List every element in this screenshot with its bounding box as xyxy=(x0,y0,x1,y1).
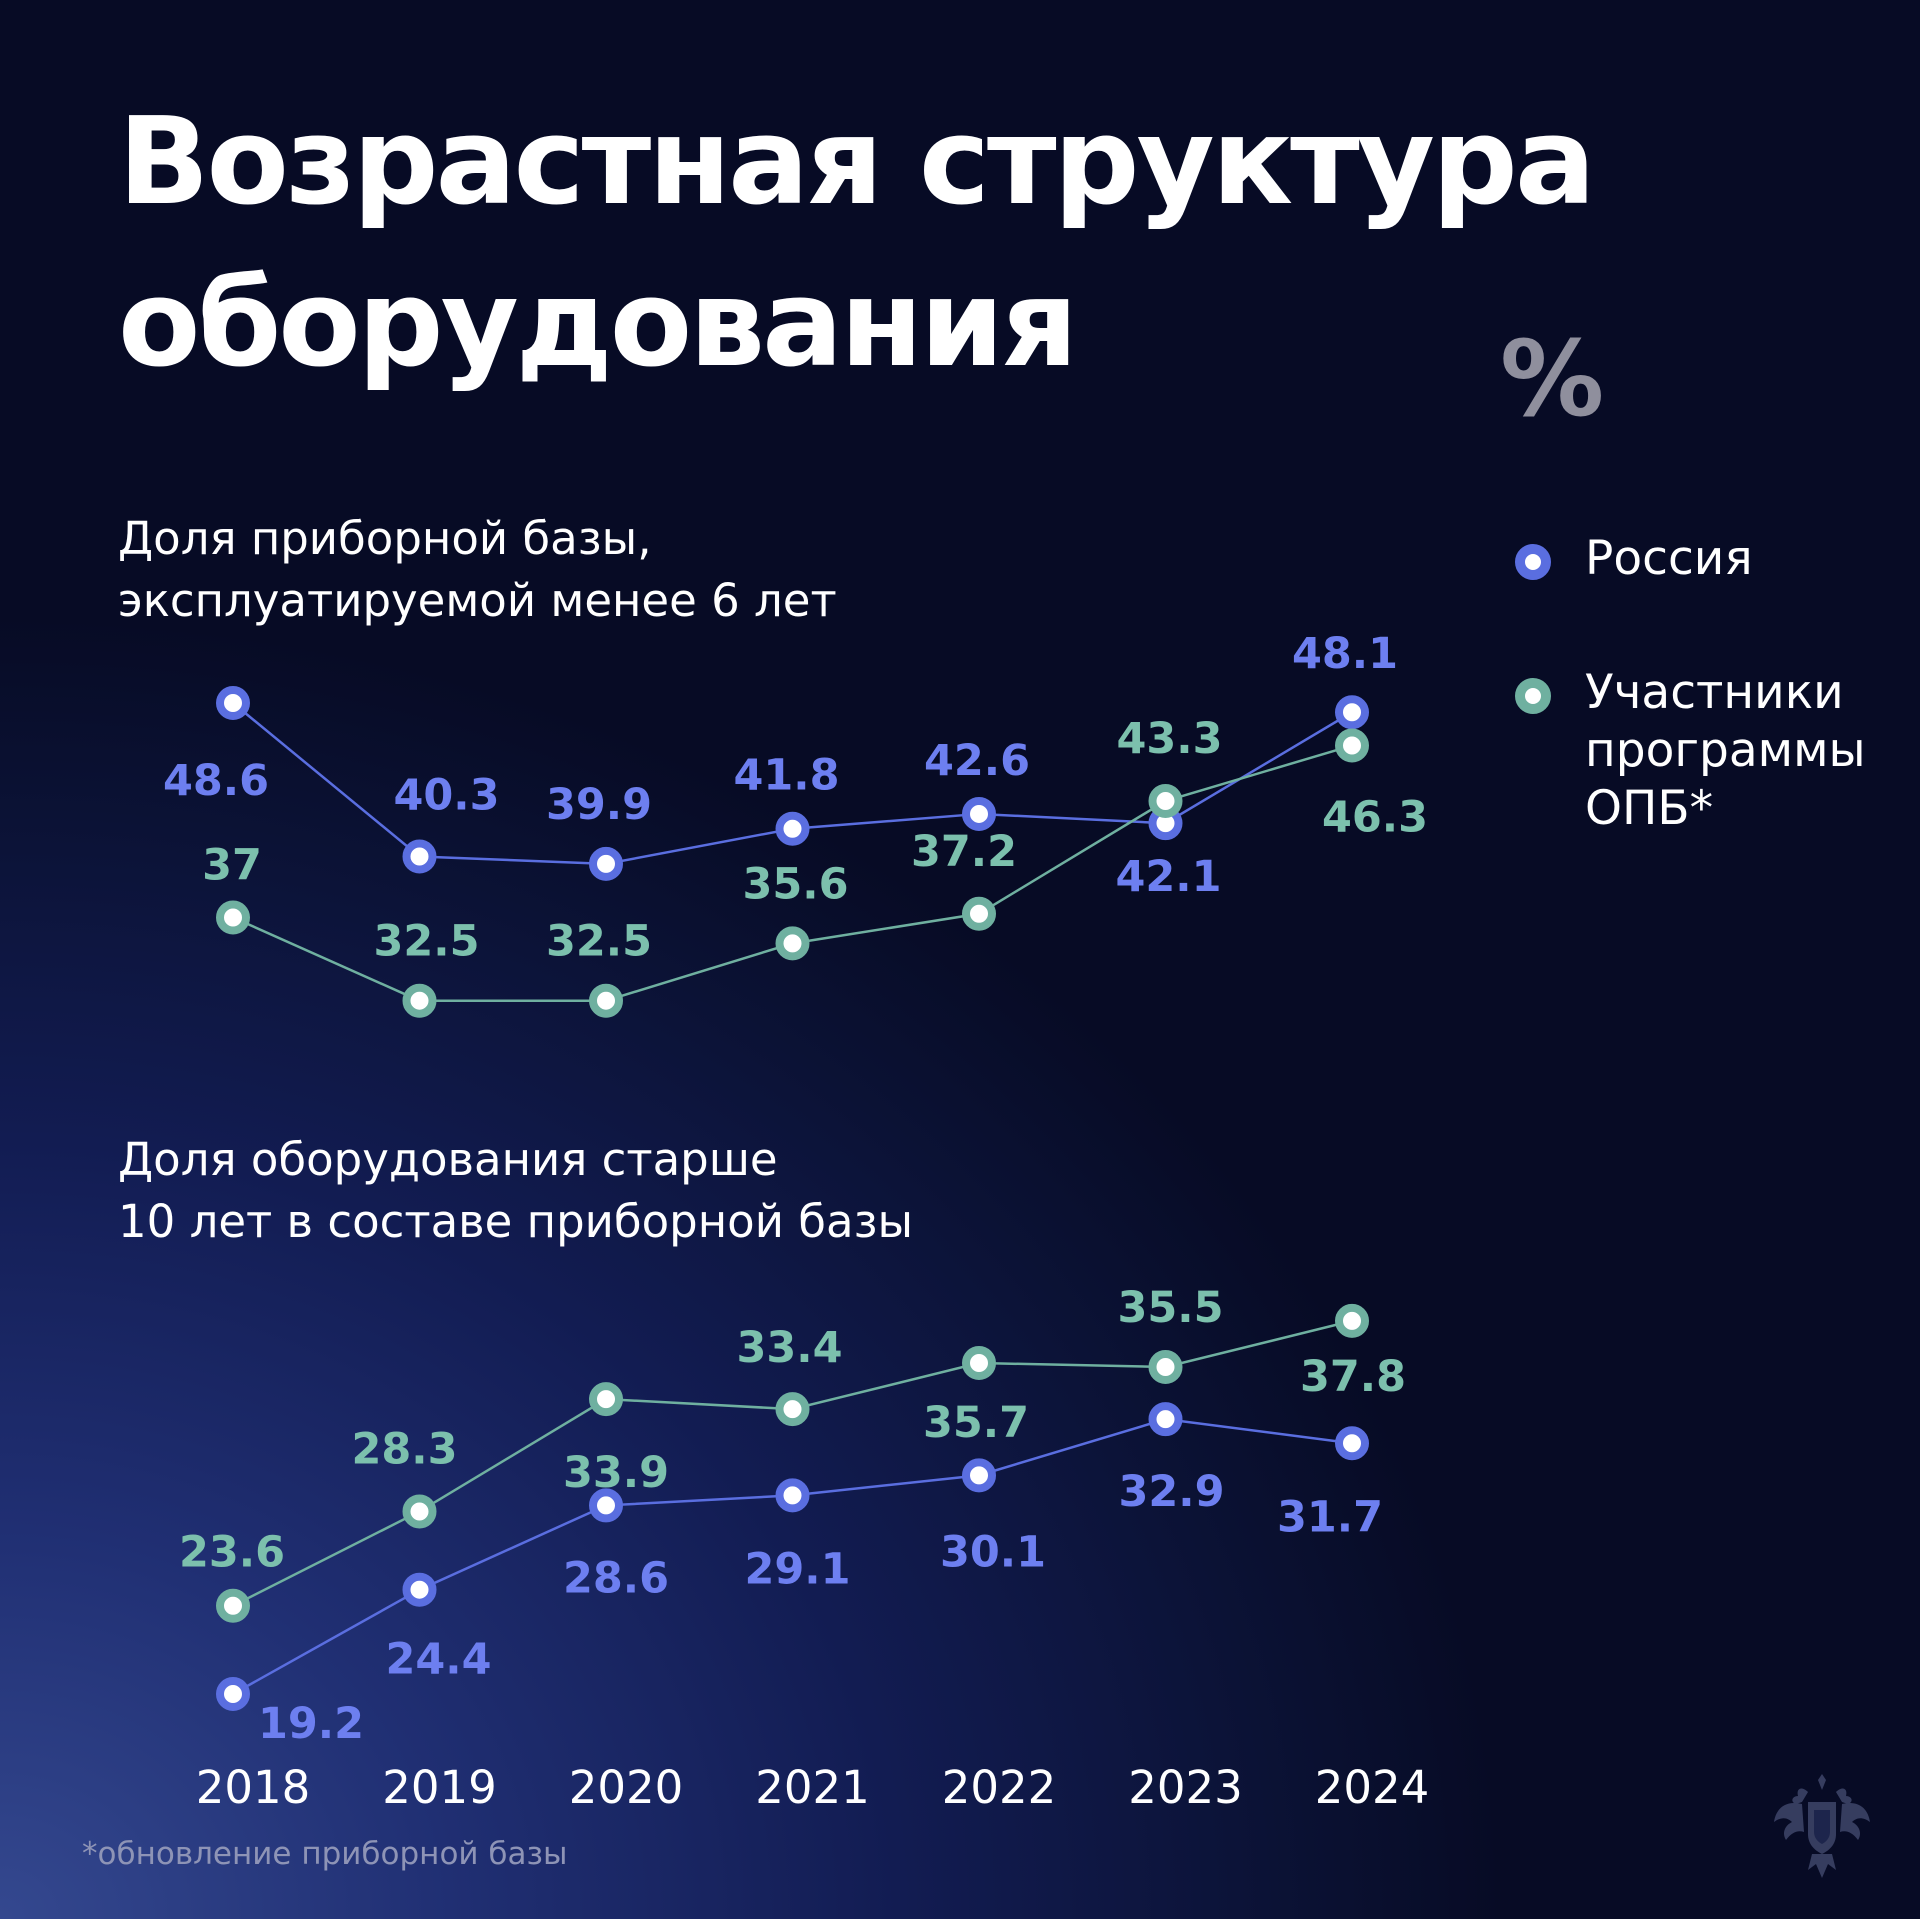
data-point xyxy=(216,900,250,935)
data-label: 48.6 xyxy=(163,756,269,806)
data-point xyxy=(1148,1402,1183,1437)
legend-label-opb: Участники программы ОПБ* xyxy=(1585,665,1866,836)
data-label: 37 xyxy=(202,840,262,890)
panel-1-title-line-2: эксплуатируемой менее 6 лет xyxy=(118,574,837,627)
x-tick-label: 2024 xyxy=(1315,1761,1430,1814)
data-label: 35.5 xyxy=(1117,1283,1223,1333)
data-label: 42.1 xyxy=(1115,852,1221,902)
legend-marker-russia xyxy=(1515,544,1551,580)
data-label: 33.4 xyxy=(736,1323,842,1373)
data-label: 35.7 xyxy=(923,1398,1029,1448)
data-label: 37.8 xyxy=(1300,1352,1406,1402)
footnote-asterisk: * xyxy=(82,1836,98,1872)
main-title-line-1: Возрастная структура xyxy=(118,93,1596,232)
footnote-text: обновление приборной базы xyxy=(97,1836,568,1872)
main-title: Возрастная структура оборудования xyxy=(118,82,1596,406)
data-point xyxy=(962,796,996,831)
data-point xyxy=(775,1392,810,1427)
data-point xyxy=(589,1382,623,1417)
data-label: 33.9 xyxy=(563,1448,669,1498)
data-point xyxy=(402,983,437,1018)
data-label: 41.8 xyxy=(733,751,839,801)
chart-panel-1: 48.6 40.3 39.9 41.8 42.6 42.1 48.1 37 32.5 32.5 35… xyxy=(163,629,1428,1018)
data-point xyxy=(962,1346,996,1381)
data-point xyxy=(962,1458,996,1493)
data-point xyxy=(216,686,250,720)
data-label: 29.1 xyxy=(744,1544,850,1594)
panel-1-title: Доля приборной базы, эксплуатируемой мен… xyxy=(118,508,837,632)
data-label: 37.2 xyxy=(911,827,1017,877)
data-label: 28.3 xyxy=(351,1424,457,1474)
panel-1-title-line-1: Доля приборной базы, xyxy=(118,512,652,565)
footnote: *обновление приборной базы xyxy=(82,1836,567,1872)
x-tick-label: 2022 xyxy=(942,1761,1057,1814)
x-tick-label: 2023 xyxy=(1128,1761,1243,1814)
legend-marker-opb xyxy=(1515,678,1551,714)
x-tick-label: 2018 xyxy=(196,1761,311,1814)
data-label: 31.7 xyxy=(1277,1492,1383,1542)
legend-item-opb: Участники программы ОПБ* xyxy=(1515,664,1875,838)
data-point xyxy=(1335,1426,1369,1461)
data-point xyxy=(1335,1303,1369,1338)
data-label: 28.6 xyxy=(563,1553,669,1603)
data-point xyxy=(402,839,437,874)
data-label: 32.5 xyxy=(546,917,652,967)
data-label: 23.6 xyxy=(179,1528,285,1578)
data-point xyxy=(775,811,810,846)
data-point xyxy=(775,926,810,961)
data-point xyxy=(589,846,623,881)
x-tick-label: 2021 xyxy=(755,1761,870,1814)
data-label: 40.3 xyxy=(393,770,499,820)
double-headed-eagle-emblem-icon xyxy=(1774,1774,1870,1878)
data-point xyxy=(216,1588,250,1623)
data-label: 35.6 xyxy=(742,859,848,909)
data-point xyxy=(1148,783,1183,818)
data-point xyxy=(775,1478,810,1513)
panel-2-title-line-1: Доля оборудования старше xyxy=(118,1133,778,1186)
data-label: 32.5 xyxy=(373,917,479,967)
data-point xyxy=(402,1494,437,1529)
data-point xyxy=(589,983,623,1018)
legend: Россия Участники программы ОПБ* xyxy=(1515,530,1875,838)
legend-label-russia: Россия xyxy=(1585,531,1753,586)
data-point xyxy=(962,896,996,931)
data-label: 42.6 xyxy=(924,736,1030,786)
data-point xyxy=(216,1677,250,1711)
data-label: 30.1 xyxy=(940,1527,1046,1577)
data-label: 19.2 xyxy=(258,1699,364,1749)
data-point xyxy=(1335,695,1369,730)
data-label: 43.3 xyxy=(1116,714,1222,764)
data-point xyxy=(1148,1350,1183,1385)
panel-2-title-line-2: 10 лет в составе приборной базы xyxy=(118,1195,914,1248)
data-label: 32.9 xyxy=(1118,1467,1224,1517)
x-tick-label: 2019 xyxy=(382,1761,497,1814)
unit-label: % xyxy=(1500,318,1605,440)
data-label: 39.9 xyxy=(546,780,652,830)
x-tick-label: 2020 xyxy=(569,1761,684,1814)
data-point xyxy=(402,1572,437,1607)
data-point xyxy=(1335,728,1369,763)
chart-panel-2: 2018 2019 2020 2021 2022 2023 2024 19.2 24.4 28.6… xyxy=(179,1283,1429,1814)
data-label: 48.1 xyxy=(1292,629,1398,679)
legend-item-russia: Россия xyxy=(1515,530,1875,588)
main-title-line-2: оборудования xyxy=(118,255,1078,394)
data-point xyxy=(589,1488,623,1523)
data-label: 24.4 xyxy=(385,1635,491,1685)
panel-2-title: Доля оборудования старше 10 лет в состав… xyxy=(118,1129,913,1253)
data-label: 46.3 xyxy=(1322,793,1428,843)
